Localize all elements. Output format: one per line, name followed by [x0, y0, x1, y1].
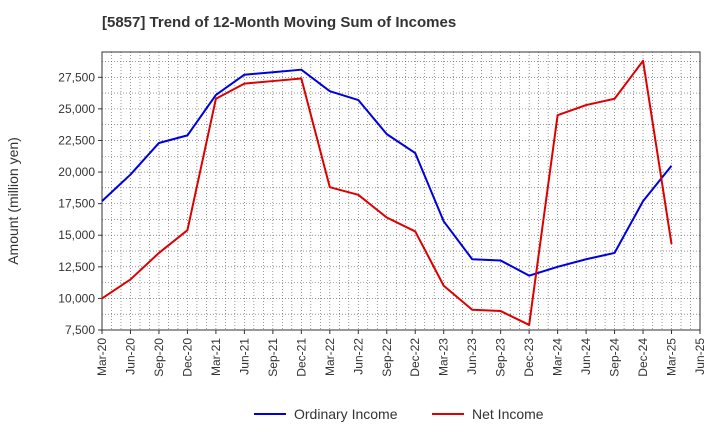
- x-tick-label: Mar-24: [551, 338, 565, 376]
- x-tick-label: Mar-23: [437, 338, 451, 376]
- series-line-net-income: [101, 59, 673, 326]
- x-tick-label: Dec-22: [408, 338, 422, 377]
- x-tick-label: Mar-22: [323, 338, 337, 376]
- legend: Ordinary Income Net Income: [254, 406, 544, 422]
- plot-frame: [101, 51, 701, 331]
- x-tick-label: Jun-23: [465, 338, 479, 375]
- x-tick-label: Dec-23: [522, 338, 536, 377]
- x-tick-label: Jun-20: [123, 338, 137, 375]
- grid-layer: [102, 52, 700, 330]
- y-tick-label: 7,500: [65, 323, 95, 337]
- y-tick-label: 12,500: [58, 260, 95, 274]
- x-tick-label: Mar-21: [209, 338, 223, 376]
- y-tick-label: 20,000: [58, 165, 95, 179]
- x-axis-ticks: Mar-20 Jun-20 Sep-20 Dec-20 Mar-21 Jun-21 Sep-…: [95, 330, 707, 377]
- x-tick-label: Jun-25: [693, 338, 707, 375]
- legend-label: Net Income: [472, 406, 544, 422]
- y-tick-label: 22,500: [58, 133, 95, 147]
- x-tick-label: Sep-23: [494, 338, 508, 377]
- y-tick-label: 10,000: [58, 291, 95, 305]
- y-axis-ticks: 7,500 10,000 12,500 15,000 17,500 20,000 22,50…: [58, 70, 102, 337]
- series-line-ordinary-income: [101, 68, 673, 277]
- y-tick-label: 25,000: [58, 102, 95, 116]
- legend-label: Ordinary Income: [294, 406, 398, 422]
- x-tick-label: Dec-24: [636, 338, 650, 377]
- x-tick-label: Sep-24: [608, 338, 622, 377]
- y-tick-label: 17,500: [58, 197, 95, 211]
- chart-title: [5857] Trend of 12-Month Moving Sum of I…: [102, 14, 457, 31]
- x-tick-label: Sep-20: [152, 338, 166, 377]
- series-layer: [101, 59, 673, 326]
- x-tick-label: Sep-22: [380, 338, 394, 377]
- y-axis-label: Amount (million yen): [5, 137, 21, 265]
- x-tick-label: Dec-20: [180, 338, 194, 377]
- y-tick-label: 15,000: [58, 228, 95, 242]
- x-tick-label: Dec-21: [294, 338, 308, 377]
- y-tick-label: 27,500: [58, 70, 95, 84]
- x-tick-label: Jun-22: [351, 338, 365, 375]
- x-tick-label: Jun-24: [579, 338, 593, 375]
- x-tick-label: Mar-20: [95, 338, 109, 376]
- x-tick-label: Sep-21: [266, 338, 280, 377]
- x-tick-label: Mar-25: [665, 338, 679, 376]
- x-tick-label: Jun-21: [237, 338, 251, 375]
